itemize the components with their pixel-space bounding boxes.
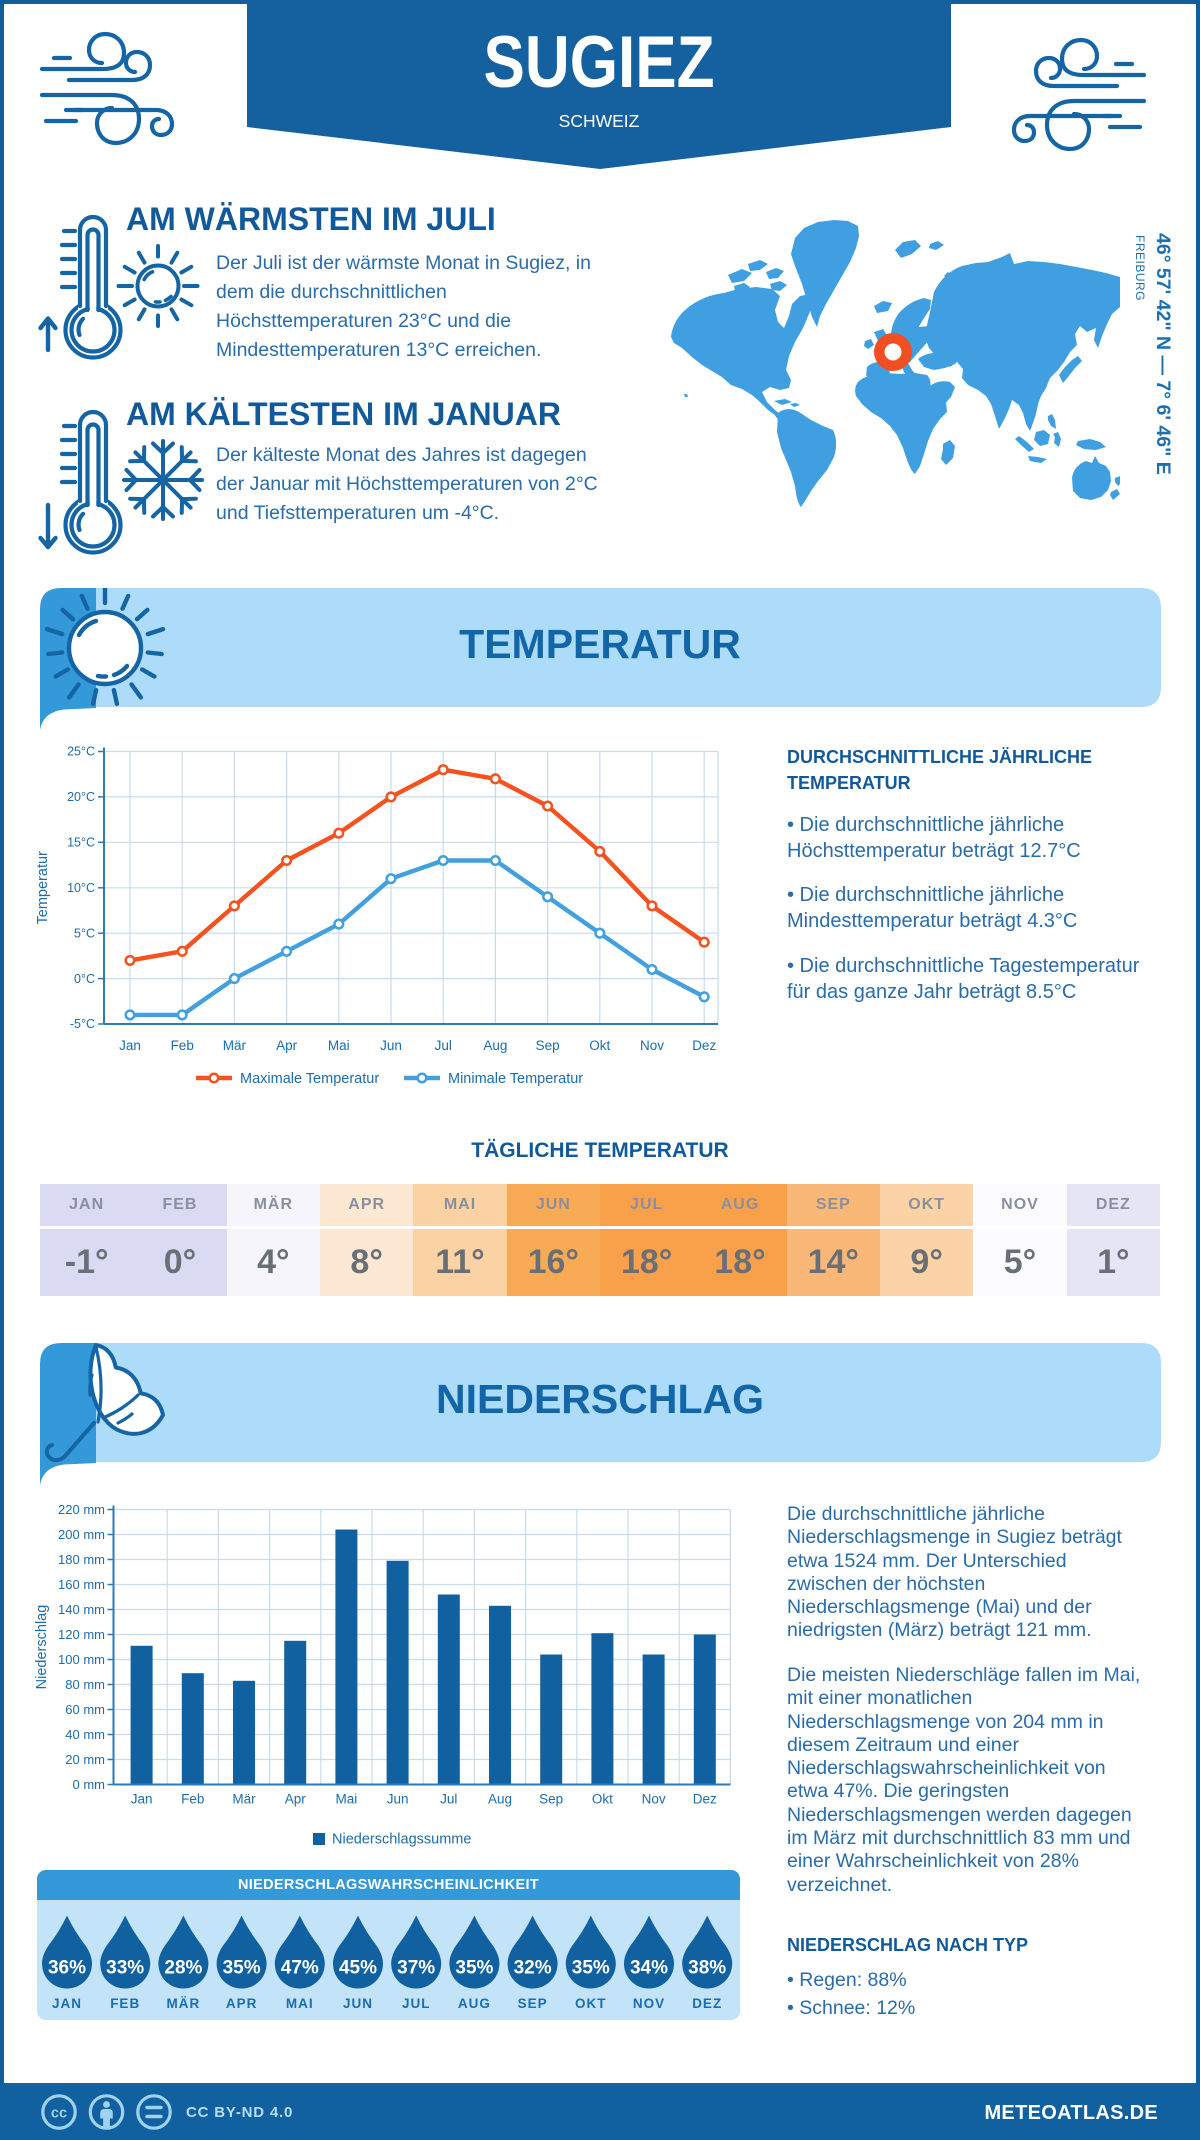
svg-text:28%: 28% (164, 1958, 202, 1979)
svg-text:Niederschlag: Niederschlag (34, 1605, 50, 1690)
svg-text:34%: 34% (630, 1958, 668, 1979)
svg-text:NOV: NOV (633, 1996, 665, 2011)
svg-text:Mai: Mai (336, 1792, 358, 1807)
svg-text:MAI: MAI (286, 1996, 314, 2011)
svg-text:Minimale Temperatur: Minimale Temperatur (448, 1071, 583, 1087)
svg-text:Okt: Okt (592, 1792, 613, 1807)
svg-text:Jun: Jun (380, 1038, 402, 1053)
svg-text:35%: 35% (223, 1958, 261, 1979)
svg-text:Sep: Sep (539, 1792, 563, 1807)
svg-text:DEZ: DEZ (692, 1996, 722, 2011)
svg-text:Mai: Mai (328, 1038, 350, 1053)
svg-text:JAN: JAN (52, 1996, 82, 2011)
svg-text:Sep: Sep (536, 1038, 560, 1053)
svg-text:-5°C: -5°C (70, 1017, 95, 1031)
svg-text:Maximale Temperatur: Maximale Temperatur (240, 1071, 379, 1087)
svg-text:200 mm: 200 mm (58, 1527, 105, 1542)
svg-text:Dez: Dez (692, 1038, 716, 1053)
svg-text:AUG: AUG (458, 1996, 491, 2011)
svg-text:Feb: Feb (181, 1792, 204, 1807)
svg-text:33%: 33% (106, 1958, 144, 1979)
svg-text:Dez: Dez (693, 1792, 717, 1807)
svg-text:Niederschlagssumme: Niederschlagssumme (332, 1832, 471, 1848)
svg-text:120 mm: 120 mm (58, 1627, 105, 1642)
svg-text:0°C: 0°C (74, 972, 95, 986)
svg-text:32%: 32% (514, 1958, 552, 1979)
svg-text:80 mm: 80 mm (65, 1677, 105, 1692)
svg-text:25°C: 25°C (67, 745, 95, 759)
svg-text:100 mm: 100 mm (58, 1652, 105, 1667)
svg-text:Nov: Nov (640, 1038, 664, 1053)
svg-text:160 mm: 160 mm (58, 1577, 105, 1592)
svg-text:35%: 35% (572, 1958, 610, 1979)
svg-text:20 mm: 20 mm (65, 1752, 105, 1767)
svg-text:JUN: JUN (343, 1996, 373, 2011)
svg-text:Temperatur: Temperatur (35, 851, 51, 925)
svg-text:Mär: Mär (223, 1038, 247, 1053)
svg-text:Jan: Jan (119, 1038, 141, 1053)
svg-text:Okt: Okt (589, 1038, 610, 1053)
svg-text:Nov: Nov (642, 1792, 666, 1807)
svg-text:45%: 45% (339, 1958, 377, 1979)
svg-text:180 mm: 180 mm (58, 1552, 105, 1567)
svg-text:5°C: 5°C (74, 926, 95, 940)
svg-text:APR: APR (226, 1996, 258, 2011)
svg-text:Jul: Jul (440, 1792, 457, 1807)
svg-text:38%: 38% (688, 1958, 726, 1979)
svg-text:35%: 35% (455, 1958, 493, 1979)
svg-text:37%: 37% (397, 1958, 435, 1979)
svg-text:JUL: JUL (402, 1996, 431, 2011)
svg-text:220 mm: 220 mm (58, 1502, 105, 1517)
svg-text:cc: cc (51, 2106, 67, 2122)
svg-text:Apr: Apr (276, 1038, 298, 1053)
svg-text:0 mm: 0 mm (73, 1777, 106, 1792)
svg-text:MÄR: MÄR (167, 1996, 201, 2011)
svg-text:FEB: FEB (110, 1996, 140, 2011)
svg-text:40 mm: 40 mm (65, 1727, 105, 1742)
svg-text:47%: 47% (281, 1958, 319, 1979)
svg-text:Jul: Jul (435, 1038, 452, 1053)
svg-text:Mär: Mär (232, 1792, 256, 1807)
svg-text:15°C: 15°C (67, 836, 95, 850)
svg-text:20°C: 20°C (67, 790, 95, 804)
svg-text:Feb: Feb (171, 1038, 194, 1053)
svg-text:Jan: Jan (131, 1792, 153, 1807)
svg-text:SEP: SEP (518, 1996, 548, 2011)
svg-text:60 mm: 60 mm (65, 1702, 105, 1717)
svg-text:Aug: Aug (488, 1792, 512, 1807)
svg-text:10°C: 10°C (67, 881, 95, 895)
svg-text:36%: 36% (48, 1958, 86, 1979)
svg-text:Jun: Jun (387, 1792, 409, 1807)
svg-text:140 mm: 140 mm (58, 1602, 105, 1617)
svg-text:Apr: Apr (285, 1792, 307, 1807)
svg-text:OKT: OKT (575, 1996, 607, 2011)
svg-text:Aug: Aug (483, 1038, 507, 1053)
